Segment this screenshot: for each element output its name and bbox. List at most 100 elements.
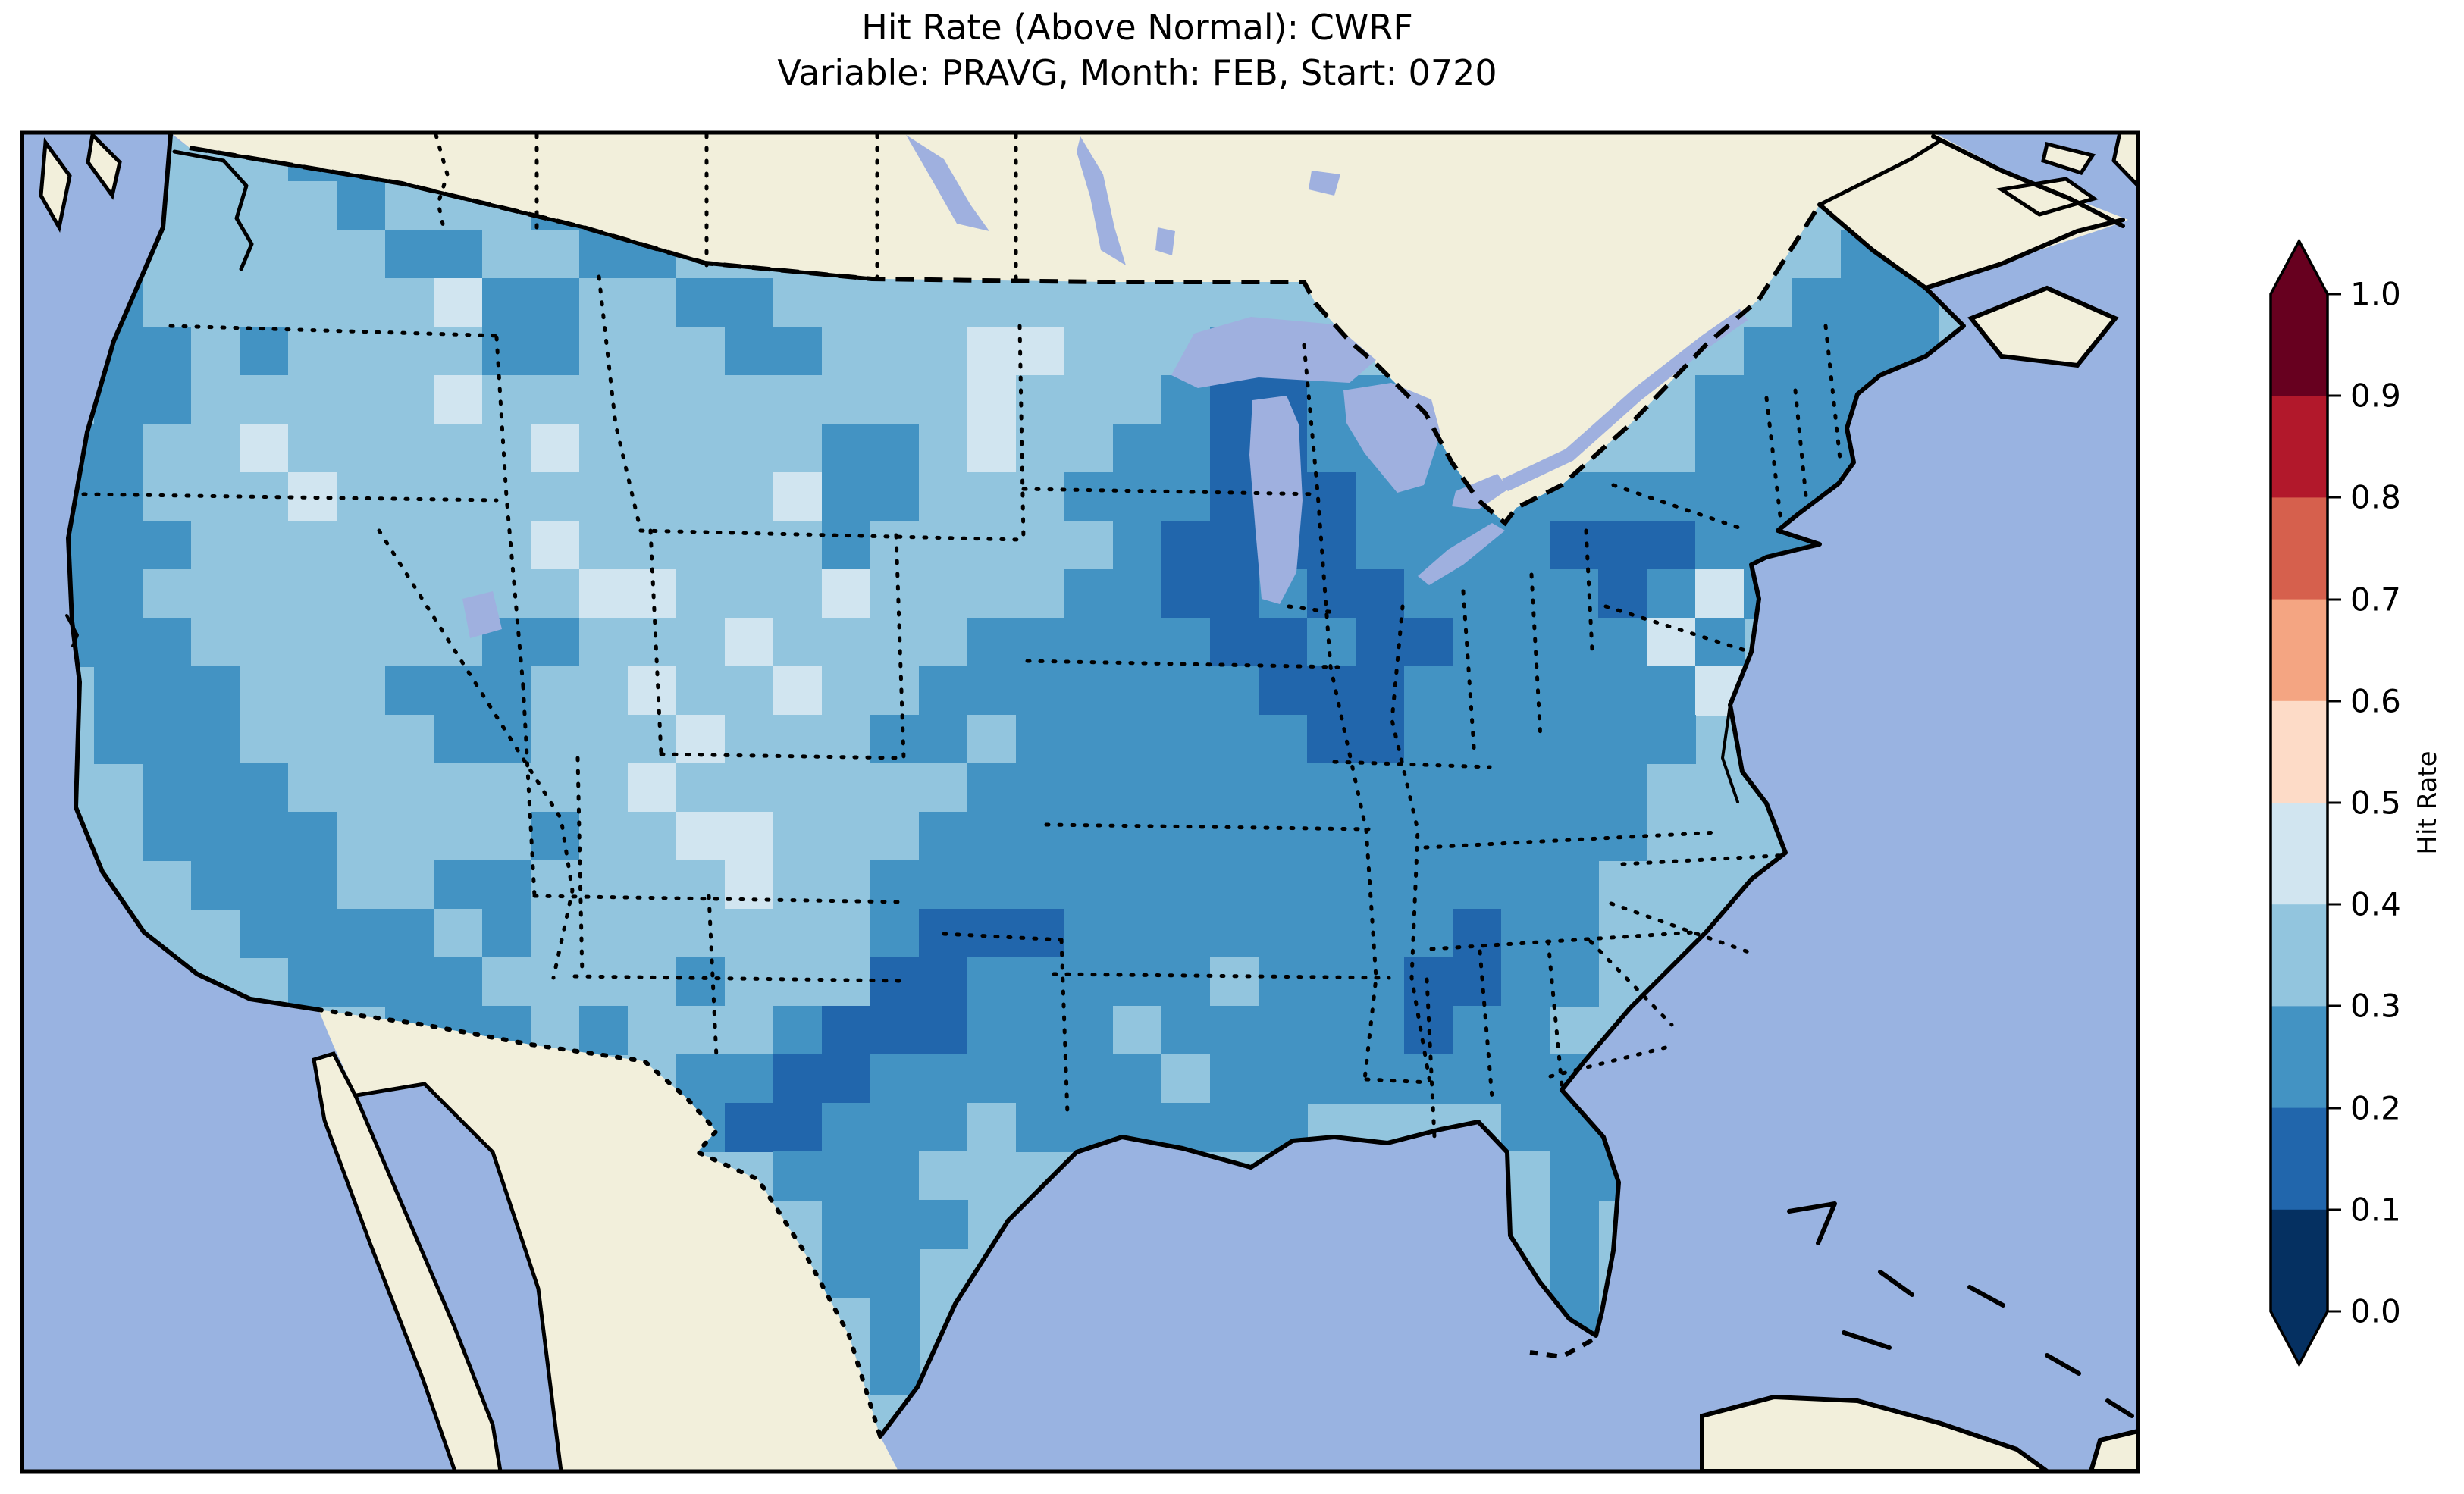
grid-cell — [1647, 715, 1696, 764]
grid-cell — [288, 278, 337, 327]
grid-cell — [385, 327, 434, 376]
grid-cell — [482, 715, 531, 764]
state-border — [1529, 572, 1543, 741]
grid-cell — [919, 1006, 968, 1055]
grid-cell — [725, 1054, 774, 1104]
grid-cell — [531, 375, 580, 424]
grid-cell — [1550, 1200, 1599, 1249]
grid-cell — [967, 618, 1017, 667]
grid-cell — [1210, 763, 1259, 813]
grid-cell — [143, 375, 192, 424]
grid-cell — [1016, 1103, 1065, 1152]
grid-cell — [919, 375, 968, 424]
grid-cell — [676, 860, 726, 910]
grid-cell — [725, 812, 774, 861]
grid-cell — [1307, 521, 1356, 570]
grid-cell — [482, 424, 531, 473]
grid-cell — [967, 812, 1017, 861]
state-border — [377, 528, 575, 980]
grid-cell — [1113, 909, 1162, 958]
grid-cell — [1453, 763, 1502, 813]
state-border — [1059, 938, 1070, 1117]
grid-cell — [1453, 618, 1502, 667]
grid-cell — [1647, 618, 1696, 667]
grid-cell — [240, 860, 289, 910]
grid-cell — [531, 763, 580, 813]
grid-cell — [288, 521, 337, 570]
state-border — [659, 752, 906, 760]
grid-cell — [1210, 1054, 1259, 1104]
grid-cell — [1647, 472, 1696, 521]
grid-cell — [870, 424, 920, 473]
grid-cell — [773, 569, 823, 619]
grid-cell — [725, 763, 774, 813]
grid-cell — [385, 375, 434, 424]
colorbar-tick-labels: 1.0 0.9 0.8 0.7 0.6 0.5 0.4 0.3 0.2 0.1 … — [2350, 276, 2401, 1330]
grid-cell — [822, 909, 871, 958]
grid-cell — [434, 375, 483, 424]
state-border — [1823, 324, 1843, 468]
grid-cell — [919, 1200, 968, 1249]
grid-cell — [531, 666, 580, 716]
grid-cell — [482, 230, 531, 279]
grid-cell — [385, 763, 434, 813]
grid-cell — [434, 424, 483, 473]
grid-cell — [1598, 618, 1647, 667]
tick-label: 0.3 — [2350, 988, 2401, 1025]
state-border — [1461, 589, 1477, 760]
mexico-landmask — [318, 1010, 898, 1471]
grid-cell — [1453, 569, 1502, 619]
grid-cell — [1598, 521, 1647, 570]
map-contents — [22, 133, 2138, 1471]
grid-cell — [967, 666, 1017, 716]
grid-cell — [191, 763, 240, 813]
grid-cell — [288, 327, 337, 376]
grid-cell — [1113, 812, 1162, 861]
bahamas-island — [1787, 1201, 1837, 1245]
grid-cell — [579, 957, 629, 1007]
grid-cell — [676, 1006, 726, 1055]
grid-cell — [579, 424, 629, 473]
grid-cell — [967, 957, 1017, 1007]
chesapeake-bay — [1721, 703, 1739, 803]
grid-cell — [1356, 763, 1405, 813]
grid-cell — [1647, 569, 1696, 619]
grid-cell — [1404, 812, 1453, 861]
canada-landmask — [171, 133, 2138, 523]
grid-cell — [773, 860, 823, 910]
state-borders — [81, 133, 1843, 1139]
grid-cell — [1550, 957, 1599, 1007]
grid-cell — [1550, 812, 1599, 861]
grid-cell — [870, 618, 920, 667]
grid-cell — [191, 278, 240, 327]
lake-winnipeg — [1077, 136, 1126, 265]
grid-cell — [1307, 1054, 1356, 1104]
grid-cell — [288, 957, 337, 1007]
grid-cell — [1453, 1054, 1502, 1104]
grid-cell — [1501, 1103, 1550, 1152]
grid-cell — [1113, 472, 1162, 521]
state-border — [1429, 930, 1697, 951]
grid-cell — [579, 327, 629, 376]
nova-scotia-landmask — [1967, 285, 2119, 368]
canadian-lake — [1155, 227, 1175, 255]
grid-cell — [1210, 666, 1259, 716]
grid-cell — [1064, 472, 1114, 521]
state-border — [1044, 822, 1371, 832]
grid-cell — [579, 278, 629, 327]
grid-cell — [1598, 472, 1647, 521]
grid-cell — [870, 812, 920, 861]
grid-cell — [676, 763, 726, 813]
colorbar-segment — [2271, 803, 2328, 905]
grid-cell — [919, 472, 968, 521]
grid-cell — [531, 278, 580, 327]
grid-cell — [240, 715, 289, 764]
grid-cell — [288, 666, 337, 716]
grid-cell — [1550, 715, 1599, 764]
grid-cell — [822, 375, 871, 424]
grid-cell — [725, 909, 774, 958]
state-border — [168, 324, 503, 338]
grid-cell — [1356, 909, 1405, 958]
colorbar-segment — [2271, 1209, 2328, 1312]
